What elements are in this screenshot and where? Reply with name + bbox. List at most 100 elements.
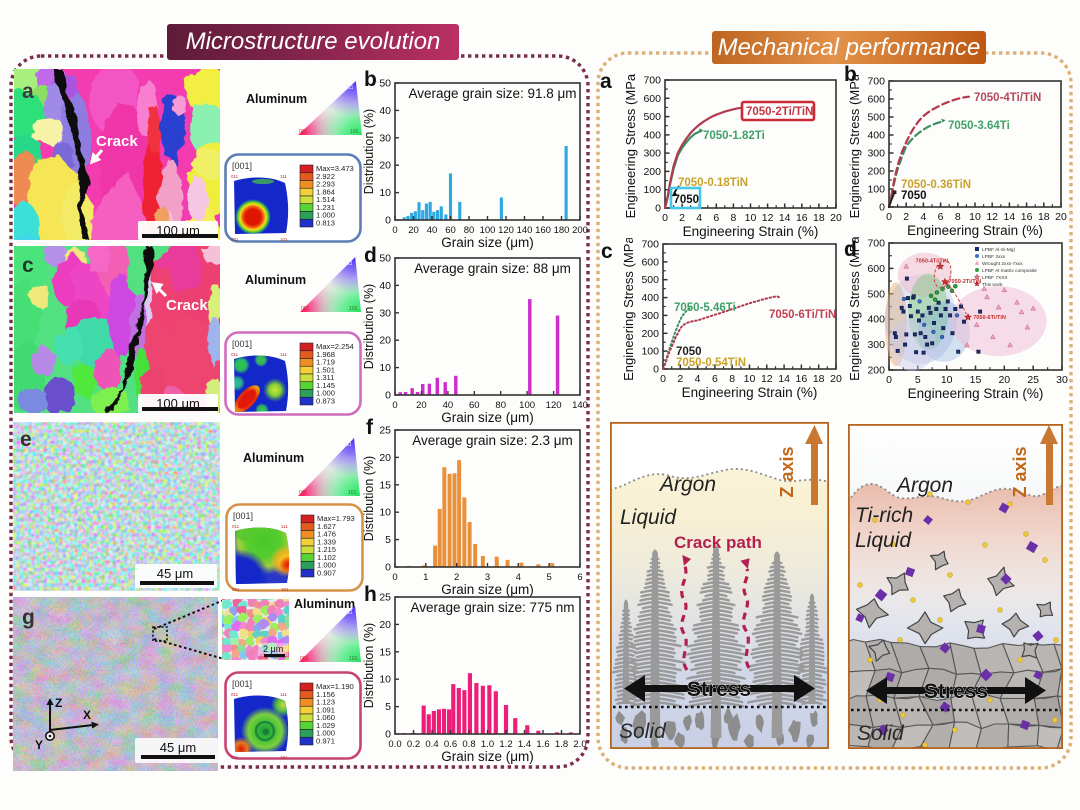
svg-text:40: 40 bbox=[427, 225, 438, 236]
svg-text:0: 0 bbox=[886, 211, 892, 223]
svg-text:3: 3 bbox=[485, 572, 490, 583]
svg-text:5: 5 bbox=[547, 572, 552, 583]
svg-text:20: 20 bbox=[830, 212, 842, 224]
svg-text:2: 2 bbox=[677, 373, 683, 385]
svg-text:8: 8 bbox=[729, 373, 735, 385]
svg-text:Distribution (%): Distribution (%) bbox=[362, 109, 376, 194]
svg-text:2.922: 2.922 bbox=[316, 172, 335, 181]
svg-text:7050: 7050 bbox=[901, 190, 927, 202]
svg-text:111: 111 bbox=[345, 261, 353, 267]
svg-text:140: 140 bbox=[572, 400, 588, 411]
svg-text:45 μm: 45 μm bbox=[160, 740, 196, 755]
svg-text:Engineering Strain (%): Engineering Strain (%) bbox=[682, 385, 818, 400]
svg-text:Z axis: Z axis bbox=[1010, 446, 1030, 497]
svg-text:Engineering Strain (%): Engineering Strain (%) bbox=[907, 223, 1043, 238]
svg-text:101: 101 bbox=[349, 656, 358, 662]
svg-text:101: 101 bbox=[349, 306, 358, 312]
svg-text:20: 20 bbox=[408, 225, 419, 236]
svg-text:600: 600 bbox=[867, 263, 885, 275]
svg-text:1.0: 1.0 bbox=[481, 739, 494, 750]
svg-text:0: 0 bbox=[653, 364, 659, 376]
svg-text:100: 100 bbox=[867, 184, 885, 196]
svg-text:111: 111 bbox=[344, 442, 352, 448]
svg-text:15: 15 bbox=[379, 479, 391, 491]
svg-text:18: 18 bbox=[1038, 211, 1050, 223]
svg-text:400: 400 bbox=[643, 129, 661, 141]
svg-text:18: 18 bbox=[813, 373, 825, 385]
svg-text:LPBF 2xxx: LPBF 2xxx bbox=[982, 254, 1006, 260]
svg-text:011: 011 bbox=[231, 692, 239, 697]
svg-text:50: 50 bbox=[379, 253, 391, 265]
svg-text:100: 100 bbox=[641, 346, 659, 358]
svg-text:1.123: 1.123 bbox=[316, 698, 335, 707]
svg-text:20: 20 bbox=[416, 400, 427, 411]
svg-text:200: 200 bbox=[572, 225, 588, 236]
svg-text:Average grain size: 775 nm: Average grain size: 775 nm bbox=[410, 600, 574, 615]
svg-text:100: 100 bbox=[643, 184, 661, 196]
svg-text:6: 6 bbox=[577, 572, 582, 583]
svg-text:7050-0.36TiN: 7050-0.36TiN bbox=[901, 179, 971, 191]
svg-text:18: 18 bbox=[813, 212, 825, 224]
svg-text:180: 180 bbox=[554, 225, 570, 236]
svg-text:6: 6 bbox=[938, 211, 944, 223]
svg-text:7050-2Ti/TiN: 7050-2Ti/TiN bbox=[746, 106, 813, 118]
svg-text:5: 5 bbox=[915, 374, 921, 386]
svg-text:Average grain size: 2.3 μm: Average grain size: 2.3 μm bbox=[412, 433, 573, 448]
svg-text:Argon: Argon bbox=[658, 473, 716, 496]
svg-text:Engineering Stress (MPa): Engineering Stress (MPa) bbox=[621, 238, 636, 381]
svg-text:1.102: 1.102 bbox=[317, 553, 336, 562]
svg-text:Engineering Stress (MPa): Engineering Stress (MPa) bbox=[847, 237, 862, 381]
svg-text:4: 4 bbox=[696, 212, 702, 224]
svg-text:1.514: 1.514 bbox=[316, 195, 335, 204]
svg-text:1.091: 1.091 bbox=[316, 705, 335, 714]
svg-text:101: 101 bbox=[281, 587, 289, 592]
svg-text:16: 16 bbox=[796, 212, 808, 224]
svg-text:10: 10 bbox=[745, 212, 757, 224]
svg-text:Max=1.793: Max=1.793 bbox=[317, 514, 355, 523]
svg-text:0.0: 0.0 bbox=[388, 739, 401, 750]
svg-text:Crack: Crack bbox=[96, 133, 138, 150]
svg-text:X: X bbox=[83, 708, 91, 722]
svg-text:0: 0 bbox=[655, 203, 661, 215]
svg-text:20: 20 bbox=[379, 335, 391, 347]
svg-text:1.501: 1.501 bbox=[316, 365, 335, 374]
svg-text:111: 111 bbox=[346, 85, 354, 91]
svg-text:001: 001 bbox=[300, 656, 309, 662]
svg-text:Wrought 2xxx-7xxx: Wrought 2xxx-7xxx bbox=[982, 261, 1023, 267]
svg-text:e: e bbox=[20, 428, 32, 451]
svg-text:7050-2Ti/TiN: 7050-2Ti/TiN bbox=[948, 279, 981, 285]
svg-text:10: 10 bbox=[379, 507, 391, 519]
svg-text:0: 0 bbox=[660, 373, 666, 385]
svg-text:Grain size (μm): Grain size (μm) bbox=[441, 582, 534, 597]
svg-text:0.4: 0.4 bbox=[425, 739, 438, 750]
svg-text:5: 5 bbox=[385, 534, 391, 546]
svg-text:Liquid: Liquid bbox=[855, 529, 912, 552]
svg-text:[001]: [001] bbox=[232, 679, 252, 689]
svg-text:111: 111 bbox=[280, 352, 287, 357]
svg-text:[001]: [001] bbox=[232, 339, 252, 349]
svg-text:12: 12 bbox=[986, 211, 998, 223]
svg-text:Solid: Solid bbox=[619, 720, 667, 743]
svg-text:Distribution (%): Distribution (%) bbox=[362, 623, 376, 708]
svg-text:200: 200 bbox=[641, 328, 659, 340]
svg-text:12: 12 bbox=[761, 373, 773, 385]
svg-text:1.339: 1.339 bbox=[317, 537, 336, 546]
svg-text:011: 011 bbox=[231, 174, 239, 179]
svg-text:7050: 7050 bbox=[676, 346, 702, 358]
svg-text:8: 8 bbox=[730, 212, 736, 224]
svg-text:1.000: 1.000 bbox=[316, 211, 335, 220]
svg-text:20: 20 bbox=[998, 374, 1010, 386]
svg-text:[001]: [001] bbox=[233, 511, 253, 521]
svg-text:20: 20 bbox=[1055, 211, 1067, 223]
svg-text:500: 500 bbox=[643, 111, 661, 123]
svg-text:7050-6Ti/TiN: 7050-6Ti/TiN bbox=[973, 315, 1006, 321]
svg-text:10: 10 bbox=[379, 362, 391, 374]
svg-text:700: 700 bbox=[867, 76, 885, 88]
svg-text:111: 111 bbox=[280, 174, 287, 179]
svg-text:101: 101 bbox=[348, 490, 357, 496]
svg-text:1.231: 1.231 bbox=[316, 203, 335, 212]
svg-text:10: 10 bbox=[379, 187, 391, 199]
svg-text:300: 300 bbox=[641, 310, 659, 322]
svg-text:0: 0 bbox=[662, 212, 668, 224]
svg-text:111: 111 bbox=[280, 692, 287, 697]
